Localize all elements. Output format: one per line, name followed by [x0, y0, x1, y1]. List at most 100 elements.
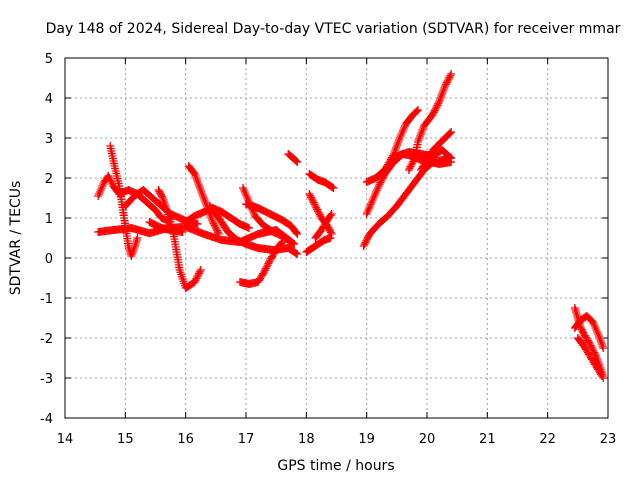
data-point	[377, 176, 386, 185]
grid	[65, 58, 608, 418]
data-point	[318, 224, 327, 233]
data-point	[588, 357, 597, 365]
data-point	[380, 166, 389, 174]
data-point	[192, 274, 201, 283]
data-point	[261, 264, 270, 273]
data-point	[327, 210, 336, 218]
data-point	[313, 207, 322, 216]
data-point	[95, 188, 104, 196]
data-point	[254, 278, 263, 286]
x-tick-label: 18	[298, 432, 315, 447]
data-point	[427, 149, 436, 158]
data-point	[193, 272, 202, 281]
data-point	[160, 198, 169, 206]
data-point	[374, 182, 383, 190]
data-point	[383, 160, 392, 169]
data-point	[360, 240, 369, 249]
data-point	[198, 190, 207, 198]
data-point	[191, 276, 200, 285]
x-axis: 14 15 16 17 18 19 20 21 22 23	[57, 58, 616, 447]
data-point	[307, 195, 316, 204]
data-point	[588, 318, 597, 326]
plot-frame	[64, 57, 609, 419]
data-point	[416, 132, 425, 140]
x-axis-label: GPS time / hours	[277, 458, 394, 474]
data-point	[307, 193, 316, 202]
data-point	[401, 122, 410, 130]
x-tick-label: 22	[539, 432, 556, 447]
data-point	[393, 140, 402, 148]
data-track	[242, 200, 302, 238]
data-point	[309, 198, 318, 207]
data-track	[302, 234, 335, 256]
data-point	[255, 276, 264, 285]
data-point	[429, 110, 438, 118]
data-point	[373, 186, 382, 194]
data-point	[594, 332, 603, 340]
data-point	[587, 343, 596, 352]
data-point	[363, 235, 372, 244]
data-point	[415, 134, 424, 142]
data-point	[445, 73, 454, 82]
data-point	[434, 99, 443, 108]
data-point	[259, 269, 268, 278]
data-point	[313, 205, 322, 214]
data-point	[417, 164, 426, 173]
data-point	[200, 196, 209, 204]
data-point	[591, 324, 600, 332]
data-point	[580, 331, 589, 340]
x-tick-label: 14	[57, 432, 74, 447]
data-point	[262, 262, 271, 271]
y-tick-label: 1	[45, 212, 53, 227]
data-track	[573, 334, 606, 380]
data-point	[433, 101, 442, 110]
data-point	[293, 158, 302, 166]
data-point	[585, 352, 594, 360]
data-point	[591, 362, 600, 370]
data-point	[97, 184, 106, 192]
data-point	[202, 200, 211, 208]
chart-title: Day 148 of 2024, Sidereal Day-to-day VTE…	[46, 21, 621, 37]
data-point	[446, 153, 455, 161]
data-point	[319, 222, 328, 231]
data-point	[192, 174, 201, 182]
data-point	[192, 176, 201, 184]
data-point	[414, 136, 423, 144]
data-point	[308, 196, 317, 205]
data-point	[239, 186, 248, 194]
data-point	[385, 157, 394, 166]
data-track	[154, 186, 205, 292]
data-point	[589, 320, 598, 328]
y-axis-label: SDTVAR / TECUs	[8, 181, 24, 296]
data-track	[106, 142, 142, 260]
data-point	[369, 194, 378, 202]
data-track	[145, 218, 187, 236]
data-point	[193, 178, 202, 186]
y-tick-label: 2	[45, 172, 53, 187]
data-point	[444, 75, 453, 84]
data-point	[201, 198, 210, 206]
y-tick-label: 5	[45, 52, 53, 67]
data-point	[387, 153, 396, 162]
data-track	[284, 150, 302, 166]
data-point	[597, 340, 606, 348]
data-point	[213, 226, 222, 235]
data-point	[423, 156, 431, 164]
data-point	[419, 161, 428, 169]
data-point	[597, 372, 606, 380]
data-point	[361, 238, 370, 247]
data-point	[395, 134, 404, 142]
data-point	[94, 192, 103, 200]
data-point	[241, 190, 250, 198]
data-point	[364, 206, 373, 214]
data-track	[362, 150, 456, 218]
data-point	[292, 157, 301, 165]
data-point	[595, 368, 604, 377]
data-point	[212, 224, 221, 233]
data-point	[366, 202, 375, 210]
data-track	[311, 210, 336, 242]
data-point	[105, 174, 114, 182]
data-point	[292, 249, 301, 258]
data-point	[381, 164, 390, 173]
data-point	[371, 190, 380, 198]
